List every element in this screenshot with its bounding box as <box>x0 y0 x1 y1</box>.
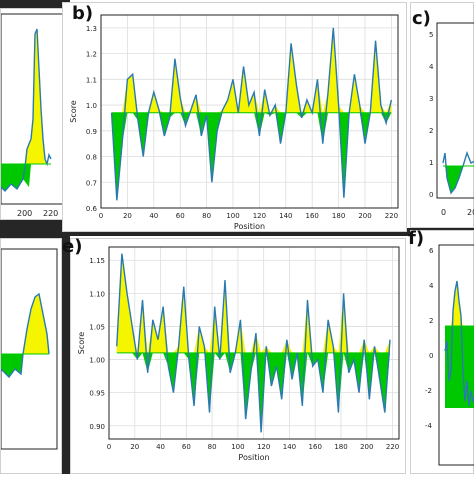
chart-e-xlabel: Position <box>238 453 269 462</box>
chart-c-ytick-1: 1 <box>429 159 433 167</box>
chart-e-ytick-3: 1.05 <box>89 323 105 331</box>
chart-b-above-fill <box>111 27 392 113</box>
chart-a-xtick-0: 200 <box>17 209 32 218</box>
chart-b-svg: 0.6 0.7 0.8 0.9 1.0 1.1 1.2 1.3 0 20 40 60 80 100 120 1… <box>69 14 399 231</box>
chart-c-ytick-2: 2 <box>429 127 433 135</box>
chart-e-xtick-5: 100 <box>231 443 244 451</box>
panel-c: 5 4 3 2 1 0 0 20 <box>410 2 474 228</box>
chart-e-frame <box>108 246 400 440</box>
chart-e-svg: 0.90 0.95 1.00 1.05 1.10 1.15 0 20 40 60 80 100 120 1… <box>77 246 400 462</box>
chart-f-below-fill <box>445 326 474 408</box>
chart-a-line <box>0 28 52 193</box>
chart-c-ytick-4: 4 <box>429 63 434 71</box>
chart-e-xtick-11: 220 <box>386 443 399 451</box>
panel-b: 0.6 0.7 0.8 0.9 1.0 1.1 1.2 1.3 0 20 40 60 80 100 120 1… <box>62 2 407 232</box>
panel-label-f: f) <box>408 228 425 249</box>
chart-b-xlabel: Position <box>234 222 265 231</box>
chart-e-xtick-4: 80 <box>208 443 217 451</box>
chart-b-ytick-6: 1.2 <box>86 51 97 59</box>
chart-c-ytick-3: 3 <box>429 95 433 103</box>
chart-c-xtick-1: 20 <box>467 208 474 217</box>
chart-e-ylabel: Score <box>77 332 86 354</box>
chart-f-ytick-0: 0 <box>429 352 433 360</box>
chart-a-below-fill <box>1 164 31 191</box>
chart-f-svg: 6 4 2 0 -2 -4 <box>425 244 474 466</box>
chart-b-xtick-8: 160 <box>306 212 319 220</box>
chart-e-xtick-10: 200 <box>360 443 373 451</box>
chart-e-xtick-3: 60 <box>182 443 191 451</box>
chart-b-ytick-5: 1.1 <box>86 76 97 84</box>
chart-b-xtick-10: 200 <box>358 212 371 220</box>
chart-b-frame <box>100 14 399 209</box>
chart-e-above-fill <box>116 253 390 353</box>
chart-b-xtick-9: 180 <box>332 212 345 220</box>
chart-e-ytick-0: 0.90 <box>89 423 105 431</box>
chart-f-ytick-4: 4 <box>429 282 434 290</box>
chart-e-ytick-1: 0.95 <box>89 390 105 398</box>
chart-a-above-fill <box>25 29 47 164</box>
panel-a: 200 220 <box>0 8 68 220</box>
chart-f-ytick-m4: -4 <box>425 422 433 430</box>
chart-e-xtick-1: 20 <box>130 443 139 451</box>
chart-b-ytick-7: 1.3 <box>86 25 97 33</box>
chart-e-xtick-8: 160 <box>309 443 322 451</box>
panel-label-c: c) <box>412 8 431 29</box>
chart-e-xtick-0: 0 <box>107 443 111 451</box>
chart-f-ytick-m2: -2 <box>425 387 432 395</box>
chart-c-svg: 5 4 3 2 1 0 0 20 <box>429 22 474 217</box>
chart-b-xtick-3: 60 <box>176 212 185 220</box>
chart-f-line <box>444 280 474 407</box>
chart-f-ytick-6: 6 <box>429 247 434 255</box>
chart-e-ytick-4: 1.10 <box>89 290 105 298</box>
chart-b-ytick-1: 0.7 <box>86 179 97 187</box>
chart-f-ytick-2: 2 <box>429 317 433 325</box>
chart-b-ytick-4: 1.0 <box>86 102 97 110</box>
chart-e-xtick-7: 140 <box>283 443 296 451</box>
panel-e: 0.90 0.95 1.00 1.05 1.10 1.15 0 20 40 60 80 100 120 1… <box>70 238 406 474</box>
panel-label-b: b) <box>72 3 94 24</box>
chart-d-line <box>0 292 50 379</box>
chart-d-below-fill <box>1 354 23 377</box>
panel-f: 6 4 2 0 -2 -4 <box>410 230 474 474</box>
chart-b-xtick-4: 80 <box>202 212 211 220</box>
chart-b-xtick-6: 120 <box>253 212 266 220</box>
chart-e-xtick-2: 40 <box>156 443 165 451</box>
chart-e-xtick-6: 120 <box>257 443 270 451</box>
chart-c-ytick-0: 0 <box>429 191 433 199</box>
chart-a-xtick-1: 220 <box>43 209 58 218</box>
chart-c-xtick-0: 0 <box>441 208 446 217</box>
chart-e-ytick-2: 1.00 <box>89 357 105 365</box>
chart-b-xtick-2: 40 <box>149 212 158 220</box>
chart-d-svg <box>0 248 58 450</box>
chart-e-below-fill <box>116 352 390 433</box>
chart-b-xtick-7: 140 <box>279 212 292 220</box>
chart-b-series-line <box>110 27 393 201</box>
chart-b-ytick-2: 0.8 <box>86 154 97 162</box>
chart-c-ytick-5: 5 <box>429 31 433 39</box>
chart-f-above-fill <box>451 281 463 326</box>
chart-b-ytick-0: 0.6 <box>86 205 98 213</box>
chart-a-svg: 200 220 <box>0 13 64 218</box>
chart-b-xtick-11: 220 <box>385 212 398 220</box>
panel-d <box>0 238 62 474</box>
panel-label-e: e) <box>62 236 83 257</box>
chart-b-xtick-0: 0 <box>99 212 103 220</box>
chart-b-ylabel: Score <box>69 100 78 122</box>
chart-d-above-fill <box>23 294 49 354</box>
chart-b-xtick-1: 20 <box>123 212 132 220</box>
chart-e-xtick-9: 180 <box>334 443 347 451</box>
chart-e-series-line <box>116 253 391 433</box>
dark-band-mid <box>60 228 474 236</box>
chart-b-ytick-3: 0.9 <box>86 128 97 136</box>
chart-e-ytick-5: 1.15 <box>89 257 105 265</box>
chart-b-xtick-5: 100 <box>226 212 239 220</box>
